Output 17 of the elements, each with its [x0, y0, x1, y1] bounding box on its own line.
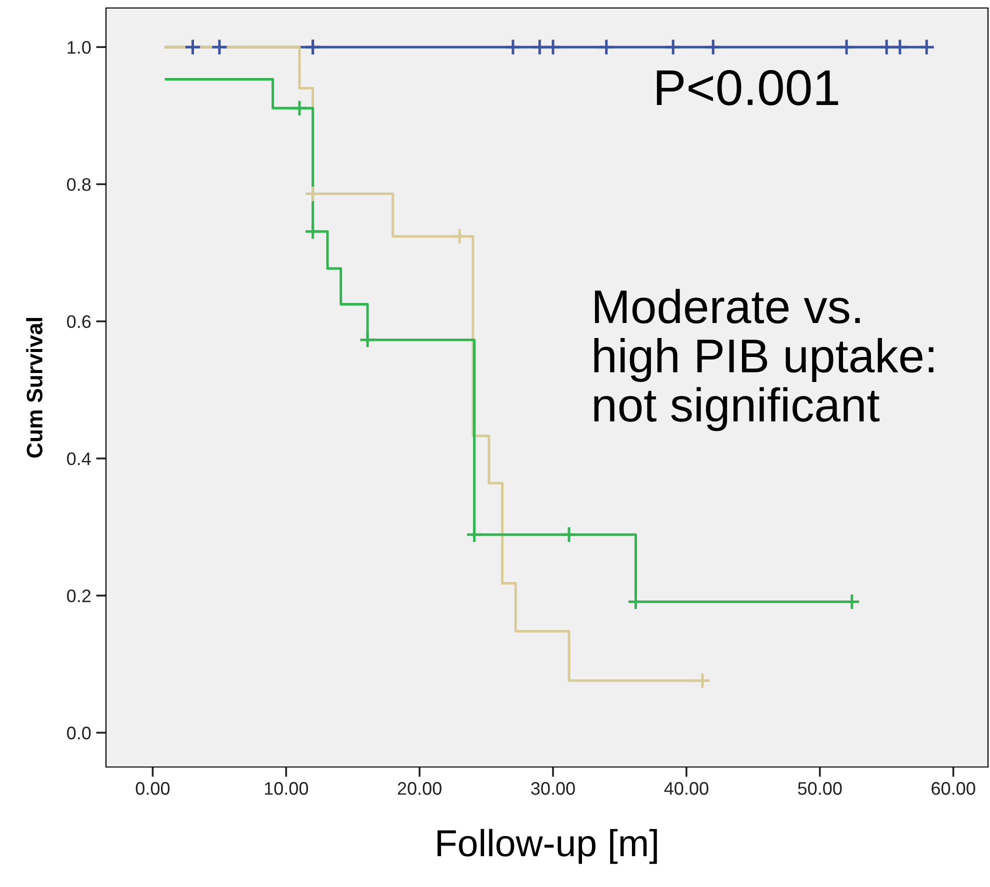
y-tick-label: 0.4	[67, 452, 91, 466]
x-tick-label: 20.00	[398, 782, 442, 795]
annotation: P<0.001	[656, 70, 838, 106]
x-tick-label: 0.00	[136, 782, 170, 795]
y-tick-label: 0.0	[67, 726, 91, 740]
y-tick-label: 0.2	[67, 590, 91, 602]
x-tick-label: 10.00	[264, 782, 308, 795]
x-tick-label: 60.00	[932, 782, 976, 795]
y-axis-title: Cum Survival	[26, 318, 42, 458]
y-tick-label: 0.6	[67, 315, 91, 328]
x-axis-title: Follow-up [m]	[438, 828, 657, 864]
x-tick-label: 40.00	[664, 782, 708, 795]
y-tick-label: 1.0	[68, 41, 91, 54]
x-tick-label: 30.00	[531, 782, 575, 795]
x-tick-label: 50.00	[798, 782, 842, 795]
annotation: Moderate vs. high PIB uptake: not significant	[594, 288, 934, 432]
y-tick-label: 0.8	[67, 178, 91, 191]
